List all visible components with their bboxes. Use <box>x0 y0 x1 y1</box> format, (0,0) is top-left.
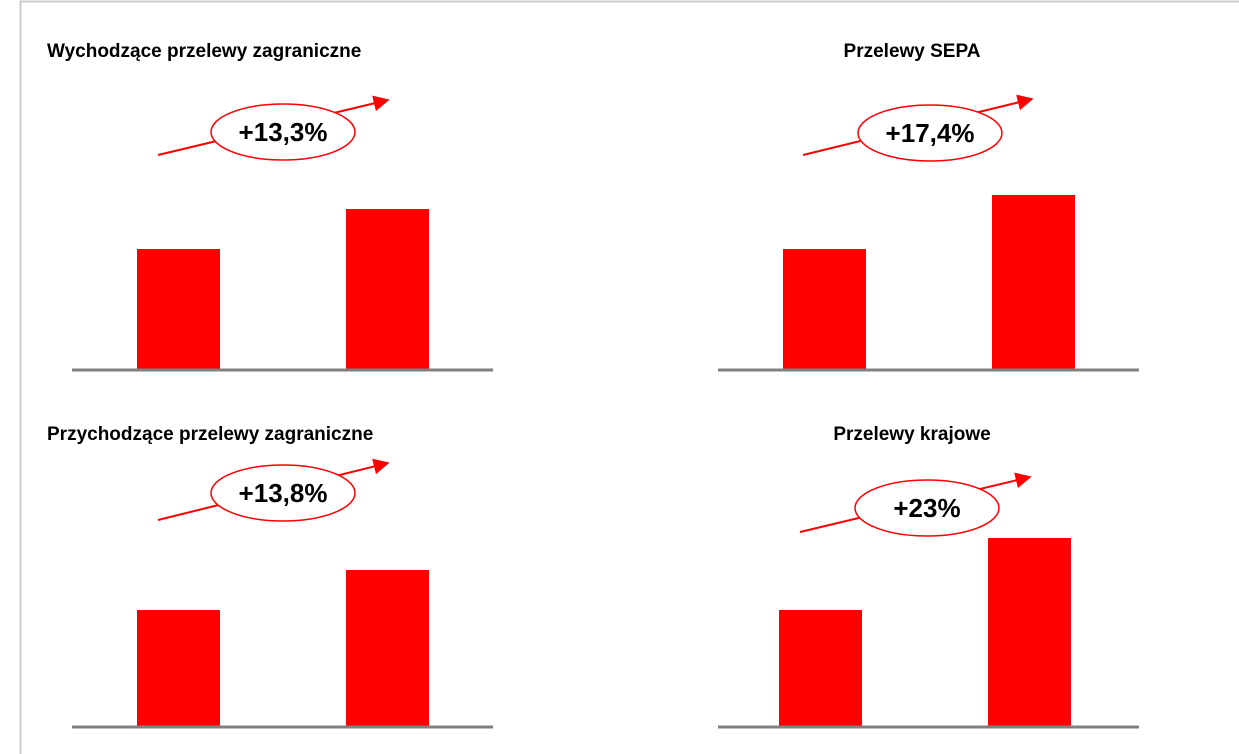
bar <box>137 249 220 370</box>
annotation-oval <box>210 103 356 161</box>
bar <box>346 570 429 727</box>
chart-title: Przelewy krajowe <box>833 424 990 445</box>
frame <box>19 0 1239 754</box>
annotation-oval <box>857 104 1003 162</box>
annotation: +13,8% <box>239 478 328 508</box>
annotation-oval <box>210 464 356 522</box>
bar <box>137 610 220 727</box>
bar <box>779 610 862 727</box>
bar <box>783 249 866 370</box>
bar <box>988 538 1071 727</box>
annotation: +17,4% <box>886 118 975 148</box>
annotation: +13,3% <box>239 117 328 147</box>
annotation-oval <box>854 479 1000 537</box>
bar <box>346 209 429 370</box>
chart-title: Przelewy SEPA <box>844 41 981 62</box>
chart-title: Wychodzące przelewy zagraniczne <box>47 41 361 62</box>
chart-title: Przychodzące przelewy zagraniczne <box>47 424 373 445</box>
bar <box>992 195 1075 370</box>
annotation: +23% <box>893 493 960 523</box>
